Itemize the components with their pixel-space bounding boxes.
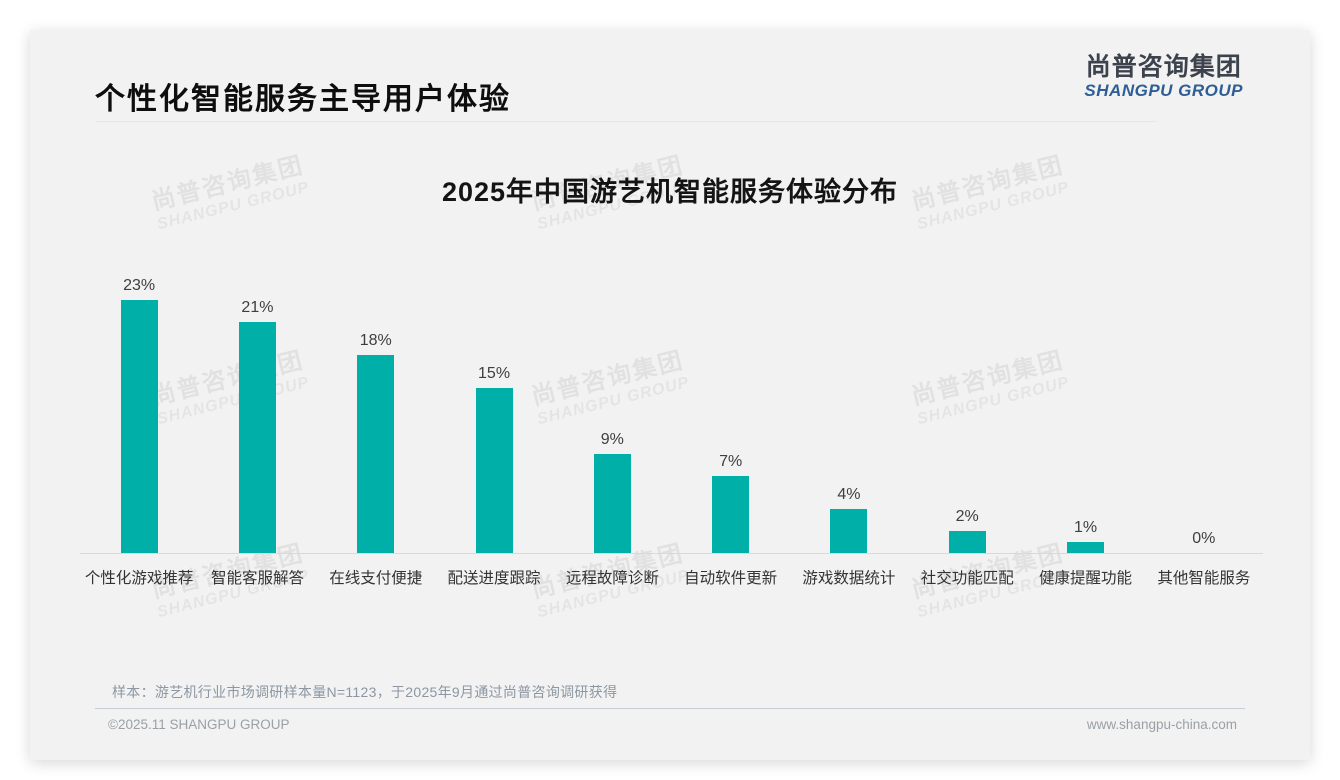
bar-value-label: 21% bbox=[241, 299, 274, 316]
bar-value-label: 15% bbox=[478, 365, 511, 382]
page-title: 个性化智能服务主导用户体验 bbox=[95, 83, 511, 116]
category-label: 智能客服解答 bbox=[210, 570, 304, 587]
chart-plot: 23% 21% 18% 15% 9% 7% 4% 2% 1% 0% bbox=[80, 263, 1263, 553]
bar bbox=[1067, 542, 1105, 553]
bar bbox=[593, 454, 631, 553]
bar-slot: 23% bbox=[80, 277, 198, 553]
bar-slot: 2% bbox=[908, 508, 1026, 553]
bar bbox=[238, 322, 276, 553]
title-divider bbox=[95, 121, 1157, 122]
copyright-text: ©2025.11 SHANGPU GROUP bbox=[108, 717, 290, 732]
bar bbox=[830, 509, 868, 553]
sample-note: 样本：游艺机行业市场调研样本量N=1123，于2025年9月通过尚普咨询调研获得 bbox=[112, 684, 618, 700]
website-url: www.shangpu-china.com bbox=[1086, 717, 1237, 732]
bar-slot: 15% bbox=[435, 365, 553, 553]
category-label: 自动软件更新 bbox=[684, 570, 778, 587]
bar-slot: 7% bbox=[671, 453, 789, 553]
logo-text-cn: 尚普咨询集团 bbox=[1085, 53, 1242, 81]
bar bbox=[120, 300, 158, 553]
bar bbox=[712, 476, 750, 553]
bar-slot: 1% bbox=[1026, 519, 1144, 553]
bar-value-label: 0% bbox=[1192, 530, 1216, 547]
company-logo: 尚普咨询集团 SHANGPU GROUP bbox=[1084, 53, 1243, 100]
bar-slot: 18% bbox=[317, 332, 435, 553]
category-label: 健康提醒功能 bbox=[1039, 570, 1133, 587]
bar-value-label: 7% bbox=[719, 453, 743, 470]
bar-slot: 21% bbox=[198, 299, 316, 553]
category-label: 个性化游戏推荐 bbox=[84, 570, 194, 587]
bar bbox=[475, 388, 513, 553]
logo-text-en: SHANGPU GROUP bbox=[1084, 80, 1243, 100]
slide-card: 尚普咨询集团 SHANGPU GROUP 尚普咨询集团 SHANGPU GROUP 尚普… bbox=[30, 30, 1310, 760]
category-label: 社交功能匹配 bbox=[920, 570, 1014, 587]
footer-divider bbox=[95, 708, 1245, 709]
bar-series: 23% 21% 18% 15% 9% 7% 4% 2% 1% 0% bbox=[80, 263, 1263, 553]
bar-slot: 9% bbox=[553, 431, 671, 553]
bar bbox=[948, 531, 986, 553]
category-label: 在线支付便捷 bbox=[329, 570, 423, 587]
bar-value-label: 4% bbox=[837, 486, 861, 503]
x-axis-labels: 个性化游戏推荐 智能客服解答 在线支付便捷 配送进度跟踪 远程故障诊断 自动软件更新 游戏数… bbox=[80, 566, 1263, 588]
category-label: 游戏数据统计 bbox=[802, 570, 896, 587]
category-label: 远程故障诊断 bbox=[565, 570, 659, 587]
chart-title: 2025年中国游艺机智能服务体验分布 bbox=[441, 177, 899, 207]
bar-slot: 4% bbox=[790, 486, 908, 553]
bar-slot: 0% bbox=[1145, 530, 1263, 553]
bar-value-label: 9% bbox=[600, 431, 624, 448]
bar-value-label: 2% bbox=[955, 508, 979, 525]
bar-value-label: 18% bbox=[359, 332, 392, 349]
category-label: 配送进度跟踪 bbox=[447, 570, 541, 587]
bar-value-label: 23% bbox=[123, 277, 156, 294]
category-label: 其他智能服务 bbox=[1157, 570, 1251, 587]
bar bbox=[357, 355, 395, 553]
bar-value-label: 1% bbox=[1073, 519, 1098, 536]
x-axis-line bbox=[80, 553, 1263, 554]
